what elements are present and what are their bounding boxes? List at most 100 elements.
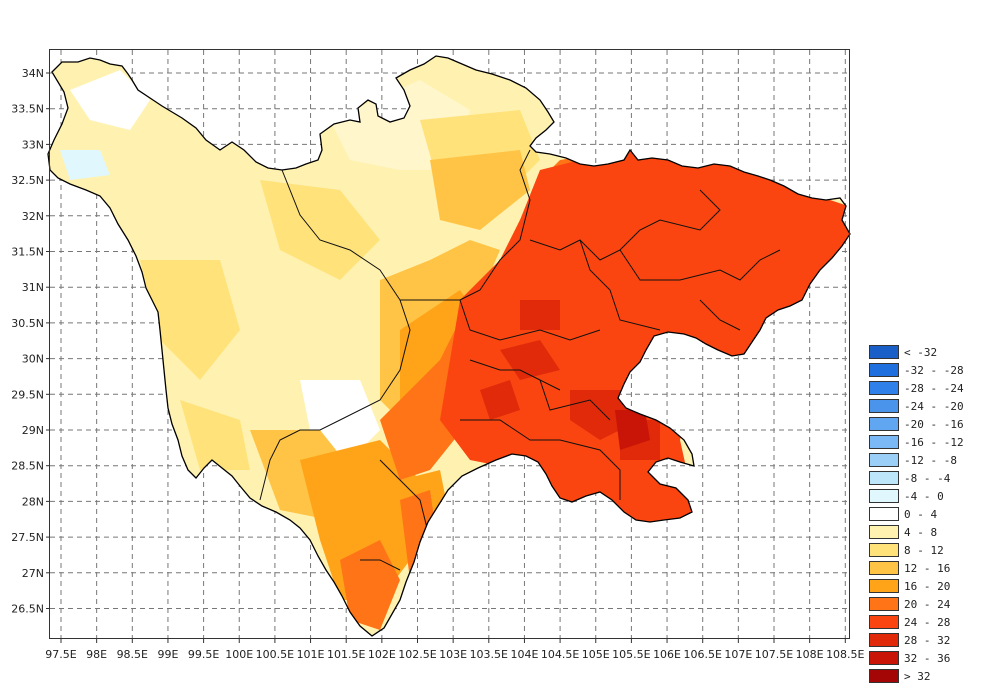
legend-item: -32 - -28 <box>869 361 984 379</box>
y-tick-label: 30.5N <box>11 317 44 330</box>
legend-label: 12 - 16 <box>904 561 951 575</box>
legend-item: 24 - 28 <box>869 613 984 631</box>
x-tick-label: 105E <box>582 648 610 661</box>
x-tick-label: 107.5E <box>755 648 793 661</box>
legend-item: 28 - 32 <box>869 631 984 649</box>
x-tick-label: 108.5E <box>826 648 864 661</box>
legend-item: -12 - -8 <box>869 451 984 469</box>
prefecture-boundaries <box>259 149 781 571</box>
legend-label: 32 - 36 <box>904 651 951 665</box>
y-tick-label: 31N <box>22 281 44 294</box>
legend-label: 16 - 20 <box>904 579 951 593</box>
legend-swatch <box>869 417 899 431</box>
legend-label: 4 - 8 <box>904 525 938 539</box>
legend-label: -32 - -28 <box>904 363 964 377</box>
y-tick-label: 33.5N <box>11 103 44 116</box>
x-tick-label: 103E <box>439 648 467 661</box>
x-tick-label: 98E <box>86 648 107 661</box>
x-tick-label: 100E <box>225 648 253 661</box>
legend-item: 12 - 16 <box>869 559 984 577</box>
x-tick-label: 105.5E <box>612 648 650 661</box>
legend-label: -28 - -24 <box>904 381 964 395</box>
x-tick-label: 103.5E <box>470 648 508 661</box>
legend-label: 8 - 12 <box>904 543 944 557</box>
legend-label: -12 - -8 <box>904 453 957 467</box>
legend: < -32 -32 - -28 -28 - -24 -24 - -20 -20 - -1… <box>869 343 984 685</box>
legend-swatch <box>869 381 899 395</box>
legend-item: < -32 <box>869 343 984 361</box>
x-tick-label: 99.5E <box>188 648 219 661</box>
x-tick-label: 104.5E <box>541 648 579 661</box>
legend-swatch <box>869 435 899 449</box>
legend-swatch <box>869 633 899 647</box>
legend-swatch <box>869 579 899 593</box>
x-tick-label: 97.5E <box>45 648 76 661</box>
y-tick-label: 32N <box>22 210 44 223</box>
y-tick-label: 30N <box>22 353 44 366</box>
legend-item: -8 - -4 <box>869 469 984 487</box>
legend-label: > 32 <box>904 669 931 683</box>
x-tick-label: 104E <box>510 648 538 661</box>
legend-item: -24 - -20 <box>869 397 984 415</box>
legend-label: -4 - 0 <box>904 489 944 503</box>
x-axis: 97.5E 98E 98.5E 99E 99.5E 100E 100.5E 101E 101.5… <box>45 639 865 661</box>
y-tick-label: 32.5N <box>11 174 44 187</box>
legend-swatch <box>869 399 899 413</box>
legend-swatch <box>869 669 899 683</box>
legend-item: 16 - 20 <box>869 577 984 595</box>
y-tick-label: 34N <box>22 67 44 80</box>
x-tick-label: 99E <box>157 648 178 661</box>
y-tick-label: 33N <box>22 138 44 151</box>
y-tick-label: 27N <box>22 567 44 580</box>
temperature-fill-layer <box>48 56 850 636</box>
y-tick-label: 26.5N <box>11 603 44 616</box>
legend-label: 20 - 24 <box>904 597 951 611</box>
y-tick-label: 28.5N <box>11 460 44 473</box>
legend-item: 0 - 4 <box>869 505 984 523</box>
legend-label: 0 - 4 <box>904 507 938 521</box>
legend-swatch <box>869 561 899 575</box>
y-tick-label: 28N <box>22 495 44 508</box>
legend-swatch <box>869 345 899 359</box>
legend-item: 20 - 24 <box>869 595 984 613</box>
y-tick-label: 31.5N <box>11 246 44 259</box>
y-axis: 34N 33.5N 33N 32.5N 32N 31.5N 31N 30.5N 30N 29.5N… <box>11 67 50 616</box>
legend-item: 32 - 36 <box>869 649 984 667</box>
legend-swatch <box>869 651 899 665</box>
legend-swatch <box>869 453 899 467</box>
plot-frame <box>49 49 850 639</box>
legend-item: 4 - 8 <box>869 523 984 541</box>
y-tick-label: 29N <box>22 424 44 437</box>
x-tick-label: 101.5E <box>327 648 365 661</box>
x-tick-label: 106.5E <box>683 648 721 661</box>
legend-label: -16 - -12 <box>904 435 964 449</box>
legend-swatch <box>869 507 899 521</box>
legend-swatch <box>869 489 899 503</box>
legend-item: > 32 <box>869 667 984 685</box>
x-tick-label: 107E <box>724 648 752 661</box>
legend-item: -28 - -24 <box>869 379 984 397</box>
x-tick-label: 102.5E <box>398 648 436 661</box>
legend-label: -24 - -20 <box>904 399 964 413</box>
legend-swatch <box>869 525 899 539</box>
x-tick-label: 108E <box>796 648 824 661</box>
y-tick-label: 29.5N <box>11 388 44 401</box>
legend-item: -16 - -12 <box>869 433 984 451</box>
legend-swatch <box>869 597 899 611</box>
legend-swatch <box>869 471 899 485</box>
legend-item: -4 - 0 <box>869 487 984 505</box>
legend-item: 8 - 12 <box>869 541 984 559</box>
x-tick-label: 98.5E <box>117 648 148 661</box>
legend-label: -8 - -4 <box>904 471 951 485</box>
legend-item: -20 - -16 <box>869 415 984 433</box>
legend-label: < -32 <box>904 345 938 359</box>
legend-label: -20 - -16 <box>904 417 964 431</box>
legend-swatch <box>869 615 899 629</box>
legend-label: 24 - 28 <box>904 615 951 629</box>
legend-label: 28 - 32 <box>904 633 951 647</box>
legend-swatch <box>869 543 899 557</box>
x-tick-label: 102E <box>368 648 396 661</box>
y-tick-label: 27.5N <box>11 531 44 544</box>
legend-swatch <box>869 363 899 377</box>
